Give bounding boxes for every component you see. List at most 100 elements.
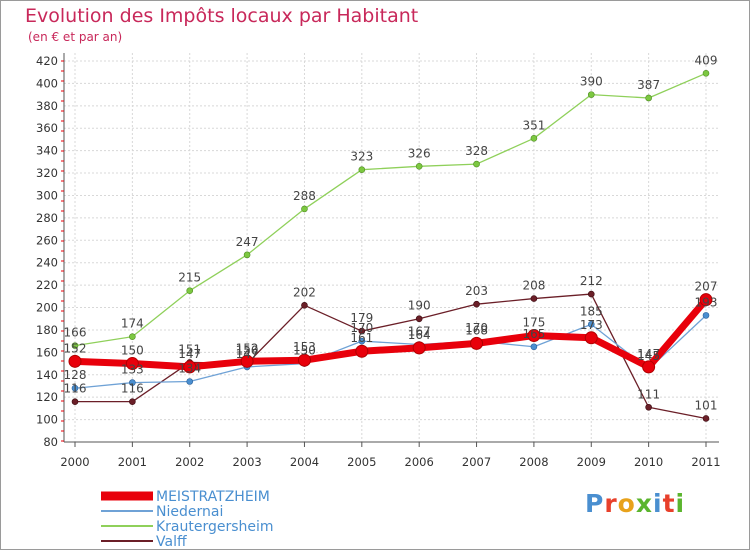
data-label: 185 <box>580 304 603 318</box>
data-point <box>68 354 82 368</box>
data-point <box>645 403 652 411</box>
data-label: 128 <box>64 368 87 382</box>
y-tick-label: 320 <box>36 166 58 180</box>
legend-label-krautergersheim: Krautergersheim <box>156 519 274 535</box>
data-label: 351 <box>522 118 545 132</box>
x-tick-label: 2010 <box>634 455 663 469</box>
data-point <box>240 354 254 368</box>
data-label: 166 <box>64 326 87 340</box>
data-label: 152 <box>236 341 259 355</box>
data-label: 387 <box>637 78 660 92</box>
x-tick-label: 2005 <box>347 455 376 469</box>
data-point <box>584 331 598 345</box>
data-label: 133 <box>121 363 144 377</box>
data-point <box>186 378 194 385</box>
data-point <box>243 251 251 259</box>
data-label: 161 <box>350 331 373 345</box>
data-label: 101 <box>695 398 718 412</box>
data-label: 175 <box>522 316 545 330</box>
data-point <box>71 384 79 392</box>
data-point <box>358 166 366 173</box>
y-tick-label: 340 <box>36 144 58 158</box>
y-tick-label: 200 <box>36 301 58 315</box>
data-point <box>530 135 538 142</box>
data-label: 134 <box>178 361 201 375</box>
y-tick-label: 140 <box>36 368 58 382</box>
data-label: 328 <box>465 144 488 158</box>
data-label: 390 <box>580 75 603 89</box>
legend-label-meistratzheim: MEISTRATZHEIM <box>156 489 270 505</box>
data-point <box>530 295 538 302</box>
data-label: 288 <box>293 189 316 203</box>
data-point <box>527 329 541 343</box>
data-label: 323 <box>350 150 373 164</box>
x-tick-label: 2008 <box>519 455 548 469</box>
proxiti-logo: Proxiti <box>585 489 685 518</box>
data-label: 150 <box>236 344 259 358</box>
legend-label-niedernai: Niedernai <box>156 504 223 520</box>
legend-label-valff: Valff <box>156 534 187 549</box>
data-label: 170 <box>350 321 373 335</box>
data-label: 152 <box>64 341 87 355</box>
data-point <box>355 344 369 358</box>
logo-letter: i <box>653 489 663 518</box>
data-point <box>587 91 595 98</box>
data-label: 168 <box>465 323 488 337</box>
x-tick-label: 2004 <box>290 455 319 469</box>
data-label: 174 <box>121 317 144 331</box>
data-label: 167 <box>408 325 431 339</box>
data-point <box>473 300 480 308</box>
data-label: 111 <box>637 387 660 401</box>
data-label: 207 <box>695 280 718 294</box>
data-point <box>301 301 308 309</box>
data-point <box>71 342 79 349</box>
y-tick-label: 180 <box>36 323 58 337</box>
data-label: 170 <box>465 321 488 335</box>
y-tick-label: 420 <box>36 54 58 68</box>
data-label: 147 <box>637 347 660 361</box>
y-tick-label: 240 <box>36 256 58 270</box>
data-point <box>645 94 652 102</box>
series-line-meistratzheim <box>74 297 709 371</box>
data-label: 150 <box>121 344 144 358</box>
y-tick-label: 380 <box>36 99 58 113</box>
data-label: 147 <box>236 347 259 361</box>
data-label: 247 <box>236 235 259 249</box>
x-tick-label: 2007 <box>462 455 491 469</box>
data-point <box>699 293 713 307</box>
data-point <box>358 327 366 335</box>
logo-letter: t <box>662 489 676 518</box>
data-point <box>129 398 136 405</box>
data-point <box>702 415 710 422</box>
plot-area <box>64 53 719 442</box>
data-label: 150 <box>293 344 316 358</box>
data-label: 203 <box>465 284 488 298</box>
x-tick-label: 2002 <box>175 455 204 469</box>
x-tick-label: 2009 <box>577 455 606 469</box>
chart-title: Evolution des Impôts locaux par Habitant <box>25 5 419 27</box>
data-label: 165 <box>522 327 545 341</box>
data-label: 116 <box>121 382 144 396</box>
logo-letter: P <box>585 489 605 518</box>
data-point <box>702 312 710 319</box>
data-point <box>358 337 366 345</box>
data-label: 164 <box>408 328 431 342</box>
data-point <box>587 321 595 328</box>
chart-subtitle: (en € et par an) <box>28 30 123 44</box>
data-label: 326 <box>408 146 431 160</box>
x-tick-label: 2000 <box>60 455 89 469</box>
data-label: 208 <box>522 279 545 293</box>
data-point <box>186 287 194 295</box>
data-label: 193 <box>695 295 718 309</box>
logo-letter: i <box>675 489 686 518</box>
data-point <box>473 160 480 168</box>
x-tick-label: 2003 <box>232 455 261 469</box>
series-line-niedernai <box>74 314 707 389</box>
y-tick-label: 400 <box>36 76 58 90</box>
y-tick-label: 260 <box>36 233 58 247</box>
data-label: 147 <box>178 347 201 361</box>
y-tick-label: 120 <box>36 390 58 404</box>
data-label: 145 <box>637 349 660 363</box>
logo-letter: r <box>604 489 618 518</box>
